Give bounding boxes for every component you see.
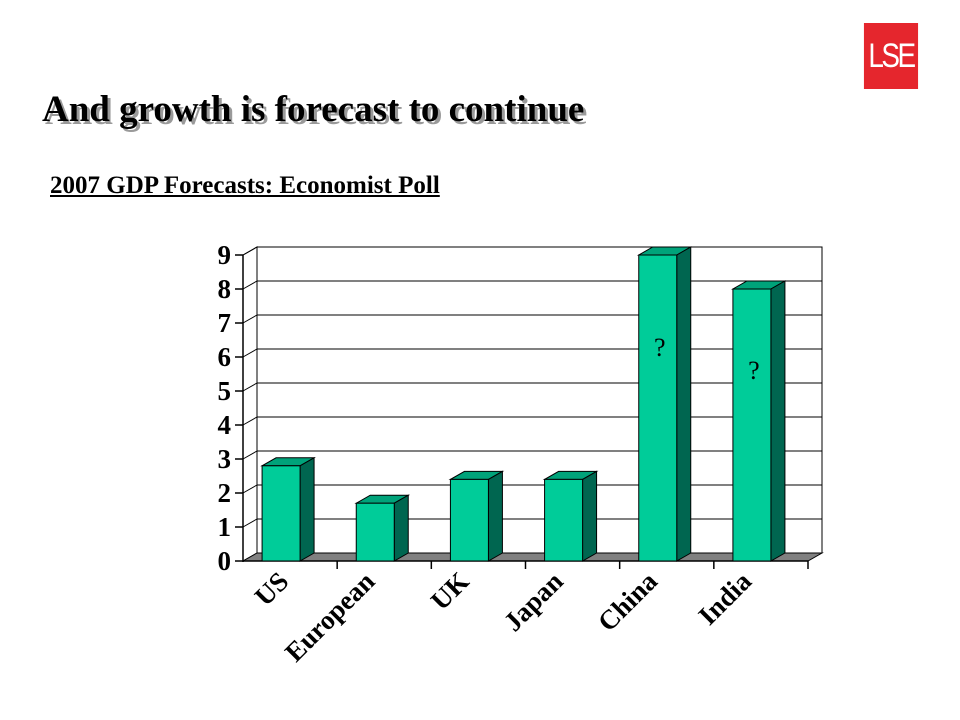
chart-back-wall bbox=[256, 246, 823, 554]
y-tick-label: 4 bbox=[218, 410, 232, 440]
bar-side-face bbox=[393, 494, 409, 562]
y-tick-label: 3 bbox=[218, 444, 232, 474]
x-category-label: US bbox=[249, 566, 295, 612]
bar bbox=[354, 494, 411, 562]
bar-front-face bbox=[732, 288, 772, 562]
bar bbox=[636, 246, 693, 562]
y-tick-label: 7 bbox=[218, 308, 232, 338]
y-tick-label: 5 bbox=[218, 376, 232, 406]
y-tick-label: 9 bbox=[218, 240, 232, 270]
bar-annotation: ? bbox=[654, 333, 666, 362]
y-tick-label: 8 bbox=[218, 274, 232, 304]
chart-subtitle: 2007 GDP Forecasts: Economist Poll bbox=[50, 172, 440, 199]
bar bbox=[260, 456, 316, 562]
bar-side-face bbox=[299, 456, 315, 562]
bar-side-face bbox=[676, 246, 692, 562]
gridline-side bbox=[242, 280, 258, 290]
bar-side-face bbox=[582, 470, 598, 562]
gridline-side bbox=[242, 246, 258, 256]
x-category-label: UK bbox=[425, 566, 475, 616]
x-category-label: India bbox=[692, 566, 757, 631]
gridline-side bbox=[242, 450, 258, 460]
y-tick-label: 1 bbox=[218, 512, 232, 542]
bar-front-face bbox=[638, 254, 678, 562]
bar-side-face bbox=[487, 470, 503, 562]
bar-front-face bbox=[261, 465, 301, 562]
x-category-label: China bbox=[592, 566, 663, 637]
chart-gridlines bbox=[242, 246, 823, 562]
gridline-side bbox=[242, 416, 258, 426]
chart-side-wall bbox=[242, 246, 258, 562]
chart-bars bbox=[260, 246, 787, 562]
page-title: And growth is forecast to continue bbox=[42, 89, 585, 130]
bar bbox=[448, 470, 505, 562]
bar-front-face bbox=[544, 478, 584, 562]
gridline-side bbox=[242, 382, 258, 392]
gridline-side bbox=[242, 348, 258, 358]
bar bbox=[542, 470, 599, 562]
gridline-side bbox=[242, 518, 258, 528]
gridline-side bbox=[242, 314, 258, 324]
gridline-side bbox=[242, 484, 258, 494]
x-category-label: European bbox=[279, 566, 381, 668]
y-tick-label: 0 bbox=[218, 546, 232, 576]
bar-side-face bbox=[770, 280, 786, 562]
bar bbox=[731, 280, 787, 562]
bar-front-face bbox=[449, 478, 489, 562]
y-tick-label: 6 bbox=[218, 342, 232, 372]
bar-annotation: ? bbox=[748, 356, 760, 385]
lse-logo: LSE bbox=[863, 23, 919, 89]
x-category-label: Japan bbox=[498, 566, 569, 637]
y-tick-label: 2 bbox=[218, 478, 232, 508]
bar-front-face bbox=[355, 502, 395, 562]
